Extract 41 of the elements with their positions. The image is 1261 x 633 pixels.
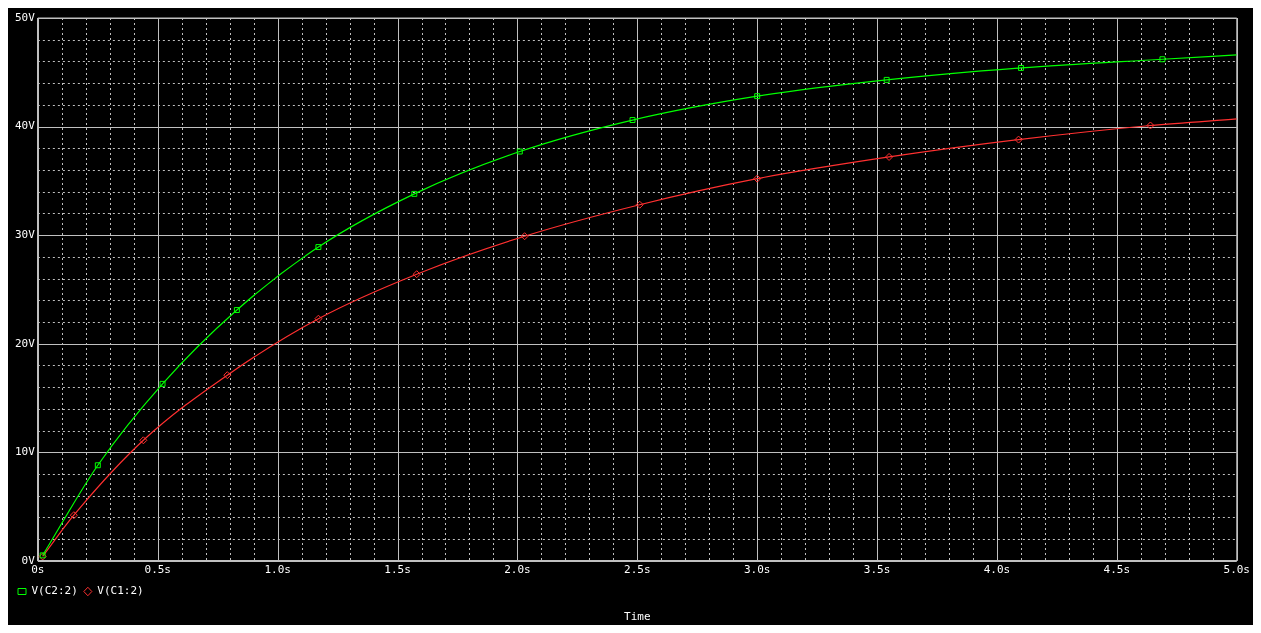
point bbox=[411, 190, 418, 197]
x-tick-label: 3.0s bbox=[743, 563, 771, 577]
x-axis-title: Time bbox=[624, 610, 651, 624]
x-tick-label: 2.5s bbox=[624, 563, 651, 577]
y-tick-label: 40V bbox=[14, 119, 36, 133]
point bbox=[139, 436, 148, 445]
point bbox=[94, 462, 101, 469]
point bbox=[753, 174, 762, 183]
y-tick-label: 30V bbox=[14, 227, 36, 241]
point bbox=[885, 152, 894, 161]
x-tick-label: 4.0s bbox=[983, 563, 1011, 577]
x-tick-label: 1.5s bbox=[384, 563, 411, 577]
x-tick-label: 0s bbox=[31, 563, 45, 577]
point bbox=[223, 371, 232, 380]
x-tick-label: 5.0s bbox=[1223, 563, 1250, 577]
x-tick-label: 4.5s bbox=[1103, 563, 1131, 577]
point bbox=[412, 270, 421, 279]
point bbox=[314, 314, 323, 323]
legend-label: V(C2:2) bbox=[31, 584, 78, 598]
point bbox=[1017, 64, 1024, 71]
point bbox=[520, 232, 529, 241]
point bbox=[315, 244, 322, 251]
x-tick-label: 2.0s bbox=[504, 563, 531, 577]
x-tick-label: 3.5s bbox=[863, 563, 891, 577]
y-tick-label: 20V bbox=[14, 336, 36, 350]
point bbox=[883, 76, 890, 83]
legend-label: V(C1:2) bbox=[97, 584, 144, 598]
y-tick-label: 50V bbox=[14, 10, 36, 24]
y-tick-label: 10V bbox=[14, 445, 36, 459]
point bbox=[1159, 56, 1166, 63]
point bbox=[635, 200, 644, 209]
point bbox=[1014, 135, 1023, 144]
point bbox=[754, 93, 761, 100]
point bbox=[233, 307, 240, 313]
point bbox=[629, 117, 636, 124]
point bbox=[69, 511, 78, 520]
point bbox=[159, 380, 166, 387]
x-tick-label: 0.5s bbox=[144, 563, 172, 577]
point bbox=[1146, 121, 1155, 130]
x-tick-label: 1.0s bbox=[264, 563, 291, 577]
point bbox=[516, 148, 523, 155]
